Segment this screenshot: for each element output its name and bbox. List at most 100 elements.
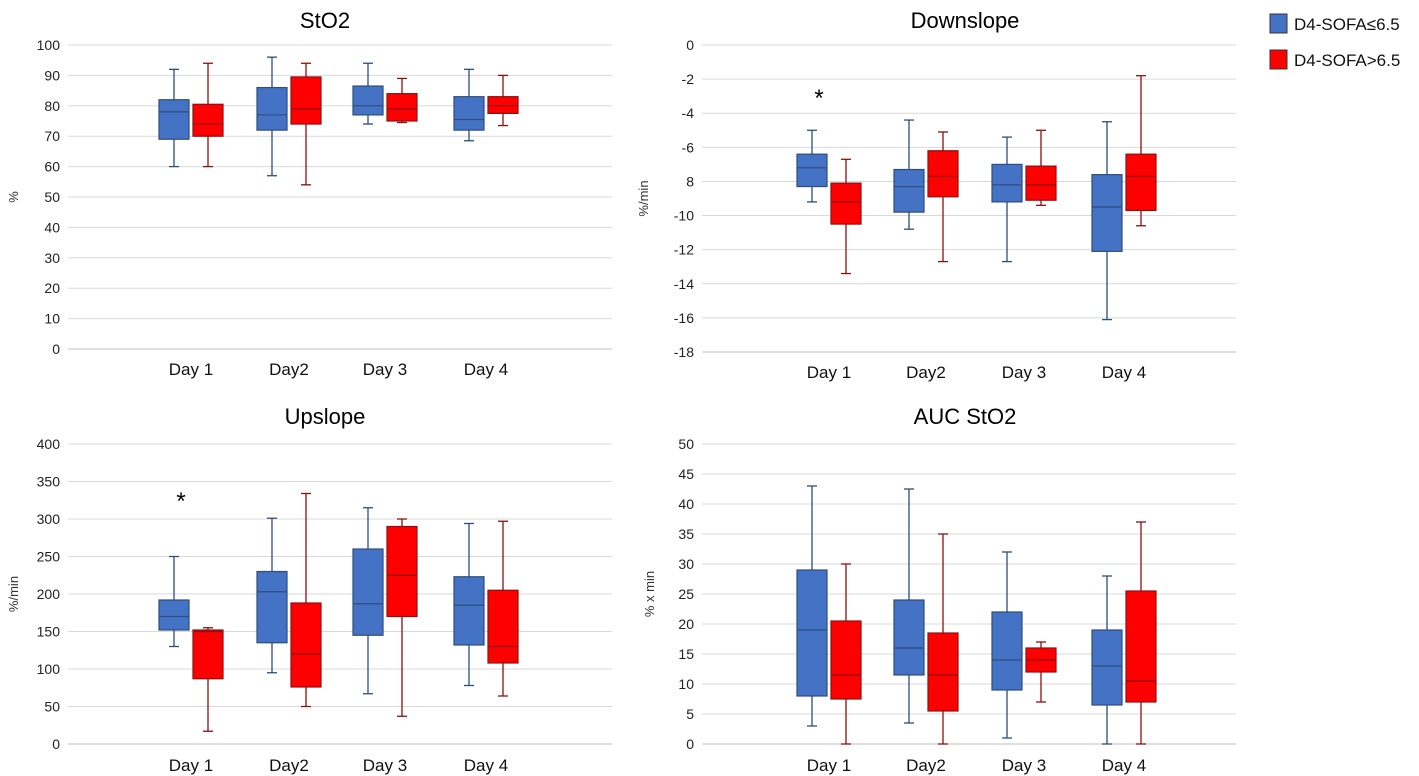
series-low-sofa [158, 507, 485, 695]
y-tick-label: 90 [44, 67, 60, 83]
box-plot [487, 520, 519, 697]
iqr-box [352, 548, 384, 636]
box-plot [1025, 129, 1057, 206]
series-high-sofa [192, 62, 519, 186]
y-tick-label: 50 [44, 699, 60, 715]
y-tick-label: 0 [686, 37, 694, 53]
iqr-box [192, 629, 224, 680]
chart-title: AUC StO2 [914, 404, 1017, 429]
box-plot [830, 563, 862, 745]
y-tick-label: 0 [52, 341, 60, 357]
y-tick-label: 40 [678, 496, 694, 512]
iqr-box [290, 76, 322, 125]
y-tick-label: 5 [686, 706, 694, 722]
box-plot [1125, 75, 1157, 227]
x-category-label: Day 4 [464, 756, 508, 775]
y-tick-label: 30 [44, 250, 60, 266]
y-tick-label: 30 [678, 556, 694, 572]
y-tick-label: -12 [674, 242, 694, 258]
y-tick-label: 0 [686, 736, 694, 752]
box-plot [256, 517, 288, 674]
chart-title: Upslope [285, 404, 366, 429]
series-low-sofa [796, 119, 1123, 321]
y-tick-label: 60 [44, 159, 60, 175]
box-plot [386, 77, 418, 124]
x-category-label: Day2 [269, 360, 309, 379]
y-tick-label: 400 [37, 436, 61, 452]
iqr-box [1125, 153, 1157, 212]
iqr-box [927, 632, 959, 712]
y-tick-label: 100 [37, 37, 61, 53]
box-plot [256, 56, 288, 177]
iqr-box [1125, 590, 1157, 703]
box-plot [290, 492, 322, 708]
y-tick-label: 200 [37, 586, 61, 602]
chart-title: Downslope [911, 8, 1020, 33]
iqr-box [453, 96, 485, 131]
box-plot [352, 62, 384, 125]
y-tick-label: 0 [52, 736, 60, 752]
chart-panel-2: 0 -2 -4 -6 8 -10 -12 -14 -16 -18 Downslope %/min Day… [636, 8, 1236, 382]
legend-label: D4-SOFA≤6.5 [1294, 15, 1400, 34]
y-tick-label: 40 [44, 219, 60, 235]
x-category-label: Day2 [906, 363, 946, 382]
iqr-box [158, 599, 190, 631]
box-plot [1025, 641, 1057, 703]
y-tick-label: -14 [674, 276, 694, 292]
y-axis-label: %/min [636, 180, 651, 216]
y-tick-label: 8 [686, 173, 694, 189]
box-plot [453, 68, 485, 142]
y-tick-label: -4 [682, 105, 695, 121]
iqr-box [352, 85, 384, 116]
chart-title: StO2 [300, 8, 350, 33]
iqr-box [290, 602, 322, 688]
x-category-label: Day 3 [363, 756, 407, 775]
legend-swatch [1269, 49, 1288, 70]
box-plot [1091, 575, 1123, 745]
box-plot [453, 522, 485, 687]
iqr-box [386, 93, 418, 122]
iqr-box [796, 569, 828, 697]
y-tick-label: 25 [678, 586, 694, 602]
box-plot [192, 62, 224, 168]
iqr-box [1091, 174, 1123, 252]
x-category-label: Day 4 [1102, 756, 1146, 775]
iqr-box [192, 103, 224, 137]
legend-label: D4-SOFA>6.5 [1294, 51, 1400, 70]
iqr-box [256, 570, 288, 644]
box-plot [991, 551, 1023, 739]
box-plot [927, 533, 959, 745]
iqr-box [256, 86, 288, 131]
y-tick-label: 10 [678, 676, 694, 692]
y-tick-label: 350 [37, 474, 61, 490]
iqr-box [830, 182, 862, 225]
x-category-label: Day 1 [807, 756, 851, 775]
y-tick-label: 50 [44, 189, 60, 205]
y-tick-label: 300 [37, 511, 61, 527]
iqr-box [453, 576, 485, 646]
y-tick-label: 45 [678, 466, 694, 482]
legend: D4-SOFA≤6.5 D4-SOFA>6.5 [1269, 13, 1400, 70]
iqr-box [386, 525, 418, 618]
y-tick-label: 20 [678, 616, 694, 632]
box-plot [158, 68, 190, 168]
box-plot [487, 74, 519, 127]
y-tick-label: 100 [37, 661, 61, 677]
box-plot [893, 488, 925, 724]
y-tick-label: -10 [674, 208, 694, 224]
box-plot [927, 131, 959, 263]
box-plot [158, 555, 190, 648]
iqr-box [1091, 629, 1123, 706]
x-category-label: Day 3 [363, 360, 407, 379]
y-tick-label: 35 [678, 526, 694, 542]
box-plot [830, 158, 862, 275]
chart-panel-3: 0 50 100 150 200 250 300 350 400 Upslope %/min Day … [6, 404, 612, 775]
y-tick-label: 15 [678, 646, 694, 662]
y-tick-label: 20 [44, 280, 60, 296]
y-tick-label: 150 [37, 624, 61, 640]
x-category-label: Day2 [906, 756, 946, 775]
y-axis-label: % [6, 191, 21, 203]
series-low-sofa [158, 56, 485, 177]
iqr-box [893, 168, 925, 213]
